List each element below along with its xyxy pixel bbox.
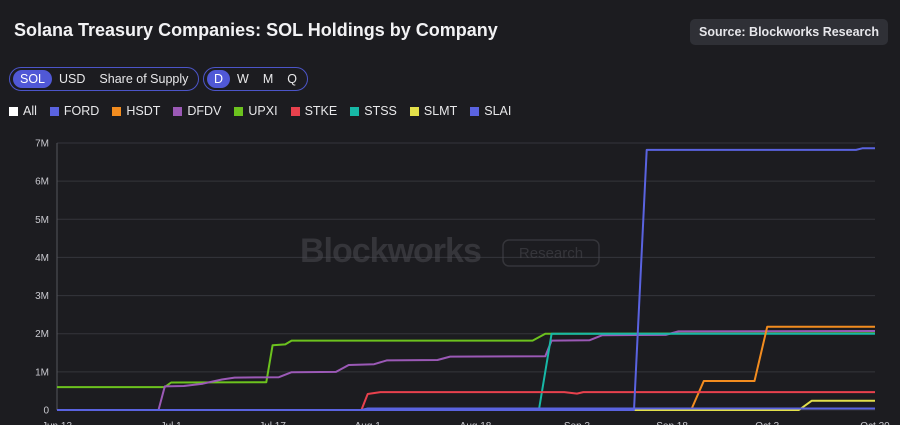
y-axis: 0 1M 2M 3M 4M 5M 6M 7M	[35, 139, 49, 417]
series-line-stke	[57, 391, 875, 411]
y-tick-label: 3M	[35, 291, 49, 302]
legend-swatch	[173, 106, 183, 116]
x-axis: Jun 13 Jul 1 Jul 17 Aug 1 Aug 18 Sep 3 Sep 18 O…	[42, 143, 890, 425]
legend-swatch	[9, 106, 18, 116]
period-option-month[interactable]: M	[262, 72, 274, 86]
y-tick-label: 4M	[35, 253, 49, 264]
legend-item-hsdt[interactable]: HSDT	[112, 104, 160, 118]
series-line-ford	[57, 147, 875, 411]
legend-item-slai[interactable]: SLAI	[470, 104, 511, 118]
legend-label: All	[23, 104, 37, 118]
legend-label: FORD	[63, 104, 100, 118]
watermark-tag-box	[502, 239, 600, 267]
line-chart: Blockworks Research 0 1M 2M 3M 4M 5M 6M 7M Jun …	[35, 139, 890, 425]
legend-swatch	[409, 106, 419, 116]
legend-label: HSDT	[126, 104, 161, 118]
legend-swatch	[470, 106, 480, 116]
series-line-hsdt	[57, 325, 875, 411]
y-tick-label: 2M	[35, 329, 49, 340]
period-toggle: D W M Q	[203, 67, 308, 91]
legend-label: SLAI	[484, 104, 512, 118]
x-tick-label: Jul 1	[161, 421, 183, 425]
series-lines	[57, 147, 876, 411]
units-option-usd[interactable]: USD	[59, 72, 86, 86]
watermark-brand: Blockworks	[300, 232, 481, 270]
legend-swatch	[49, 106, 59, 116]
x-tick-label: Jun 13	[42, 421, 72, 425]
units-option-share-of-supply[interactable]: Share of Supply	[99, 72, 189, 86]
legend-swatch	[112, 106, 122, 116]
series-line-upxi	[57, 332, 876, 389]
y-tick-label: 7M	[35, 139, 49, 150]
source-badge[interactable]: Source: Blockworks Research	[690, 19, 888, 45]
x-tick-label: Aug 18	[460, 421, 492, 425]
legend-swatch	[234, 106, 244, 116]
legend-item-upxi[interactable]: UPXI	[234, 104, 278, 118]
legend-item-stss[interactable]: STSS	[350, 104, 397, 118]
legend-item-ford[interactable]: FORD	[49, 104, 100, 118]
x-tick-label: Jul 17	[259, 421, 286, 425]
grid-lines	[57, 142, 875, 411]
y-tick-label: 1M	[35, 367, 49, 378]
watermark: Blockworks Research	[300, 232, 600, 270]
chart-title: Solana Treasury Companies: SOL Holdings …	[14, 20, 498, 40]
x-tick-label: Aug 1	[355, 421, 382, 425]
legend-label: SLMT	[423, 104, 458, 118]
period-option-day[interactable]: D	[207, 70, 231, 88]
watermark-tag: Research	[519, 245, 583, 262]
legend-item-dfdv[interactable]: DFDV	[173, 104, 221, 118]
y-tick-label: 6M	[35, 177, 49, 188]
legend-label: DFDV	[187, 104, 222, 118]
legend-swatch	[290, 106, 300, 116]
x-tick-label: Sep 3	[564, 421, 591, 425]
series-line-dfdv	[57, 330, 876, 411]
y-tick-label: 0	[43, 406, 49, 417]
x-tick-label: Oct 3	[755, 421, 779, 425]
legend-label: UPXI	[248, 104, 278, 118]
y-tick-label: 5M	[35, 215, 49, 226]
chart-legend: All FORD HSDT DFDV UPXI STKE STSS SLMT SLAI	[9, 104, 524, 118]
x-tick-label: Oct 20	[860, 421, 890, 425]
units-toggle: SOL USD Share of Supply	[9, 67, 200, 91]
legend-label: STKE	[304, 104, 338, 118]
period-option-week[interactable]: W	[237, 72, 249, 86]
legend-swatch	[350, 106, 360, 116]
legend-item-all[interactable]: All	[9, 104, 37, 118]
period-option-quarter[interactable]: Q	[287, 72, 297, 86]
legend-item-slmt[interactable]: SLMT	[409, 104, 458, 118]
legend-label: STSS	[364, 104, 397, 118]
legend-item-stke[interactable]: STKE	[290, 104, 338, 118]
x-tick-label: Sep 18	[656, 421, 688, 425]
units-option-sol[interactable]: SOL	[13, 70, 53, 88]
